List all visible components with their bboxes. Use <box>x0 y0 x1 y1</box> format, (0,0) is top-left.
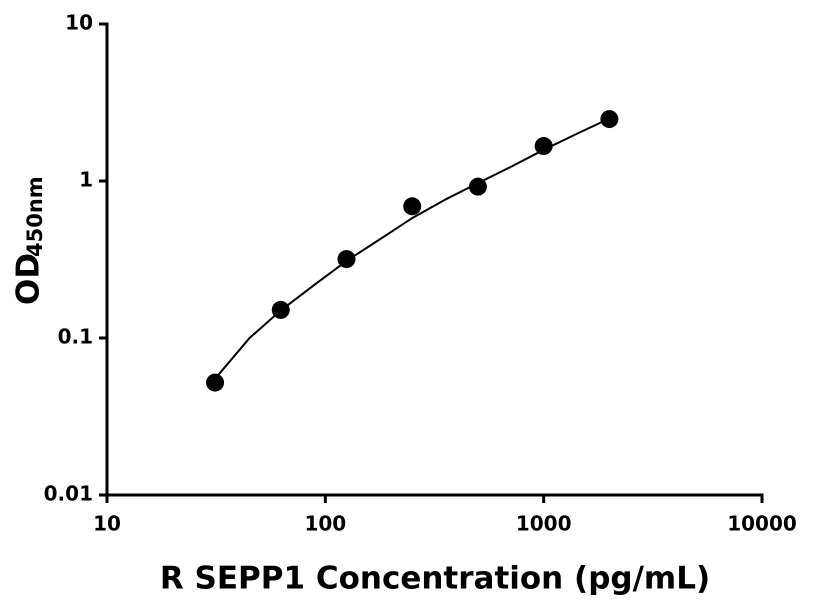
y-tick-label: 1 <box>79 168 93 192</box>
x-tick-label: 1000 <box>516 512 572 536</box>
x-tick-label: 10000 <box>727 512 797 536</box>
x-tick-label: 100 <box>304 512 346 536</box>
x-tick-label: 10 <box>93 512 121 536</box>
x-axis-label: R SEPP1 Concentration (pg/mL) <box>160 561 710 597</box>
data-point <box>271 300 290 319</box>
y-axis-label-subscript: 450nm <box>23 176 47 257</box>
y-tick-label: 0.01 <box>44 482 93 506</box>
y-tick-label: 0.1 <box>58 325 93 349</box>
data-point <box>337 250 356 269</box>
data-point <box>206 373 225 392</box>
y-axis-label: OD <box>11 253 47 305</box>
y-tick-label: 10 <box>65 11 93 35</box>
fit-curve <box>214 117 610 380</box>
data-point <box>403 197 422 216</box>
data-point <box>534 137 553 156</box>
data-point <box>468 177 487 196</box>
y-axis-label-group: OD 450nm <box>11 176 48 305</box>
data-point <box>600 110 619 129</box>
